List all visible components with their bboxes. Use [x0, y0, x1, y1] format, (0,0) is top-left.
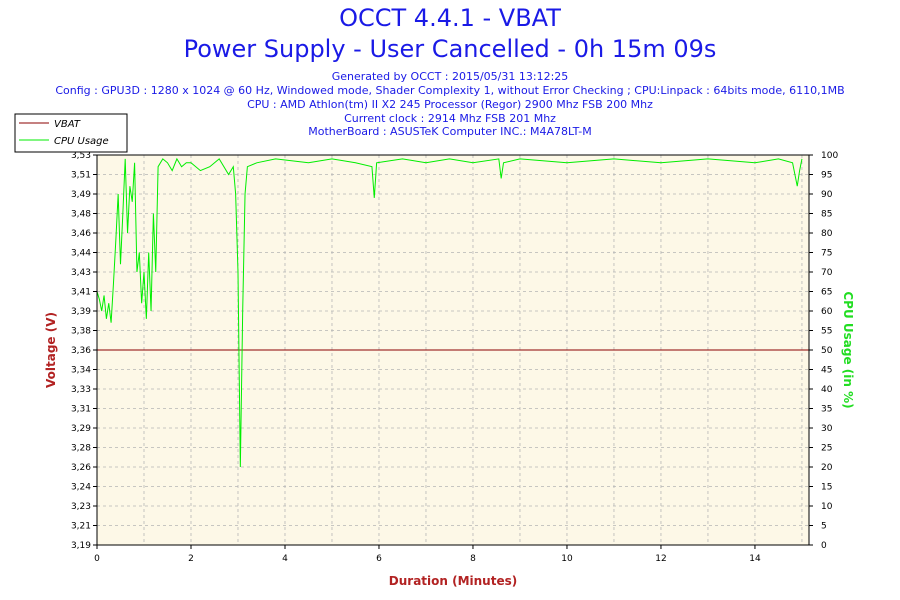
clock-info: Current clock : 2914 Mhz FSB 201 Mhz	[344, 112, 556, 125]
y-tick-label: 3,38	[71, 327, 91, 337]
y2-tick-label: 65	[821, 288, 832, 298]
y-tick-label: 3,46	[71, 229, 91, 239]
cpu-info: CPU : AMD Athlon(tm) II X2 245 Processor…	[247, 98, 653, 111]
y2-tick-label: 35	[821, 405, 832, 415]
y-tick-label: 3,33	[71, 385, 91, 395]
y2-tick-label: 75	[821, 249, 832, 259]
series-group	[96, 157, 809, 468]
y2-tick-label: 85	[821, 210, 832, 220]
y-tick-label: 3,28	[71, 444, 91, 454]
legend-label-vbat: VBAT	[54, 119, 81, 130]
y2-tick-label: 90	[821, 190, 833, 200]
y2-tick-label: 80	[821, 229, 833, 239]
y2-tick-label: 5	[821, 522, 827, 532]
y2-axis-ticks: 0 5 10 15 20 25 30 35 40 45 50 55 60 65 70 75 80 85 90 95 10…	[809, 151, 838, 551]
motherboard-info: MotherBoard : ASUSTeK Computer INC.: M4A…	[308, 125, 592, 138]
y-tick-label: 3,24	[71, 483, 91, 493]
y2-tick-label: 95	[821, 171, 832, 181]
y-tick-label: 3,41	[71, 288, 91, 298]
y2-tick-label: 10	[821, 502, 833, 512]
chart-title: OCCT 4.4.1 - VBAT	[339, 4, 561, 32]
x-tick-label: 4	[282, 554, 288, 564]
y-tick-label: 3,44	[71, 249, 91, 259]
y2-tick-label: 40	[821, 385, 833, 395]
y-tick-label: 3,26	[71, 463, 91, 473]
x-axis-label: Duration (Minutes)	[389, 574, 517, 588]
y2-tick-label: 25	[821, 444, 832, 454]
config-info: Config : GPU3D : 1280 x 1024 @ 60 Hz, Wi…	[55, 84, 845, 97]
x-tick-label: 0	[94, 554, 100, 564]
y2-axis-label: CPU Usage (in %)	[841, 291, 855, 408]
y2-tick-label: 15	[821, 483, 832, 493]
chart-subtitle: Power Supply - User Cancelled - 0h 15m 0…	[183, 35, 717, 63]
y-tick-label: 3,21	[71, 522, 91, 532]
y-tick-label: 3,43	[71, 268, 91, 278]
y-tick-label: 3,49	[71, 190, 91, 200]
legend-box	[14, 113, 128, 153]
y2-tick-label: 100	[821, 151, 838, 161]
y-tick-label: 3,53	[71, 151, 91, 161]
y2-tick-label: 20	[821, 463, 833, 473]
legend: VBAT CPU Usage	[14, 113, 128, 153]
y-tick-label: 3,34	[71, 366, 91, 376]
x-tick-label: 8	[470, 554, 476, 564]
y-tick-label: 3,19	[71, 541, 91, 551]
y2-tick-label: 60	[821, 307, 833, 317]
y-tick-label: 3,23	[71, 502, 91, 512]
x-axis-ticks: 0 2 4 6 8 10 12 14	[94, 545, 761, 564]
x-tick-label: 2	[188, 554, 194, 564]
y2-tick-label: 55	[821, 327, 832, 337]
y2-tick-label: 0	[821, 541, 827, 551]
generated-info: Generated by OCCT : 2015/05/31 13:12:25	[331, 70, 569, 83]
x-tick-label: 12	[655, 554, 666, 564]
x-tick-label: 10	[561, 554, 573, 564]
y-tick-label: 3,51	[71, 171, 91, 181]
series-line-cpu-usage	[96, 157, 803, 468]
y-axis-label: Voltage (V)	[44, 312, 58, 388]
y-tick-label: 3,29	[71, 424, 91, 434]
y-tick-label: 3,31	[71, 405, 91, 415]
y-axis-ticks: 3,19 3,21 3,23 3,24 3,26 3,28 3,29 3,31 3,33 3,34…	[71, 151, 97, 551]
plot-border	[96, 154, 810, 546]
x-tick-label: 6	[376, 554, 382, 564]
y2-tick-label: 45	[821, 366, 832, 376]
y2-tick-label: 70	[821, 268, 833, 278]
y2-tick-label: 50	[821, 346, 833, 356]
y2-tick-label: 30	[821, 424, 833, 434]
x-tick-label: 14	[749, 554, 761, 564]
y-tick-label: 3,36	[71, 346, 91, 356]
legend-label-cpu-usage: CPU Usage	[54, 136, 109, 147]
y-tick-label: 3,39	[71, 307, 91, 317]
y-tick-label: 3,48	[71, 210, 91, 220]
